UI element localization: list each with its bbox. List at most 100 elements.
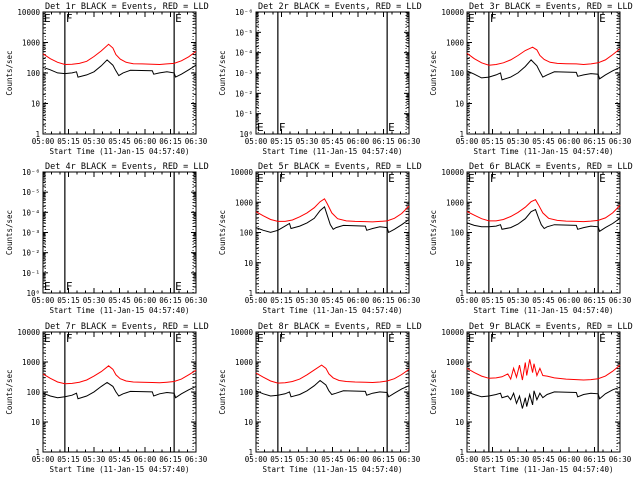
x-tick-label: 05:15 [481,137,504,146]
panel-title: Det 2r BLACK = Events, RED = LLD [258,2,422,12]
panel-title: Det 5r BLACK = Events, RED = LLD [258,162,422,172]
marker-f: F [279,332,286,345]
x-tick-label: 05:15 [57,455,80,464]
y-tick-label: 100 [239,388,253,397]
x-tick-label: 05:30 [507,137,530,146]
y-tick-label: 10 [455,100,465,109]
y-tick-label: 10⁰ [239,130,253,139]
y-tick-label: 1000 [446,358,465,367]
marker-e: E [388,332,395,345]
plot-frame [255,171,410,294]
y-axis-label: Counts/sec [218,210,227,255]
marker-e: E [599,332,606,345]
x-tick-label: 05:30 [83,137,106,146]
panel-title: Det 7r BLACK = Events, RED = LLD [45,322,209,332]
x-tick-label: 05:15 [481,455,504,464]
x-axis-label: Start Time (11-Jan-15 04:57:40) [474,306,614,315]
series-line-lld [42,365,197,385]
marker-f: F [490,172,497,185]
series-line-events [42,381,197,400]
y-tick-label: 10 [244,418,254,427]
y-tick-label: 10⁻⁵ [22,188,40,197]
x-tick-label: 06:30 [609,137,632,146]
plot-frame [466,11,621,135]
x-tick-label: 05:30 [507,455,530,464]
x-axis-label: Start Time (11-Jan-15 04:57:40) [50,465,190,474]
y-tick-label: 1 [459,448,464,457]
x-tick-label: 05:45 [108,455,131,464]
series-line-lld [255,364,410,384]
marker-e: E [44,12,51,25]
x-tick-label: 05:45 [108,137,131,146]
y-tick-label: 1000 [446,39,465,48]
marker-e: E [44,332,51,345]
y-tick-label: 1 [248,289,253,298]
x-tick-label: 05:15 [57,137,80,146]
x-tick-label: 05:15 [270,296,293,305]
y-tick-label: 10⁻¹ [235,110,253,119]
marker-e: E [599,172,606,185]
x-tick-label: 05:45 [532,137,555,146]
panel-det-5: Det 5r BLACK = Events, RED = LLD 05:00 05:… [218,162,422,315]
y-tick-label: 100 [26,69,40,78]
x-tick-label: 06:15 [583,137,606,146]
x-tick-label: 06:15 [159,455,182,464]
x-tick-label: 05:30 [296,455,319,464]
y-tick-label: 10000 [441,168,464,177]
x-tick-label: 06:15 [583,455,606,464]
x-tick-label: 05:45 [532,296,555,305]
x-tick-label: 05:00 [456,137,479,146]
marker-f: F [279,121,286,134]
plot-frame [466,331,621,453]
x-tick-label: 05:00 [245,296,268,305]
y-tick-label: 10 [244,259,254,268]
marker-e: E [175,12,182,25]
x-tick-label: 05:30 [507,296,530,305]
plot-frame [42,171,197,294]
y-tick-label: 10 [31,100,41,109]
plot-frame [42,331,197,453]
marker-e: E [388,172,395,185]
y-tick-label: 10⁻⁶ [235,8,253,17]
y-tick-label: 1 [248,448,253,457]
marker-e: E [175,332,182,345]
x-tick-label: 05:00 [245,137,268,146]
x-tick-label: 06:00 [134,455,157,464]
plot-frame [255,11,410,135]
x-tick-label: 06:30 [398,296,421,305]
y-axis-label: Counts/sec [218,50,227,95]
marker-f: F [279,172,286,185]
x-tick-label: 05:00 [456,455,479,464]
y-tick-label: 10000 [230,168,253,177]
y-tick-label: 100 [450,69,464,78]
x-tick-label: 05:30 [83,455,106,464]
marker-f: F [66,332,73,345]
x-tick-label: 05:45 [532,455,555,464]
y-axis-label: Counts/sec [5,369,14,414]
marker-e: E [175,280,182,293]
x-tick-label: 05:45 [108,296,131,305]
y-tick-label: 10⁻⁴ [22,208,40,217]
series-line-lld [255,198,410,223]
y-tick-label: 10000 [17,8,40,17]
series-line-events [466,208,621,233]
x-tick-label: 06:00 [134,137,157,146]
x-axis-label: Start Time (11-Jan-15 04:57:40) [50,147,190,156]
x-tick-label: 05:15 [57,296,80,305]
panel-title: Det 3r BLACK = Events, RED = LLD [469,2,633,12]
x-tick-label: 06:30 [398,137,421,146]
x-tick-label: 06:00 [347,455,370,464]
marker-e: E [468,332,475,345]
y-tick-label: 10⁻² [22,249,40,258]
x-tick-label: 06:30 [398,455,421,464]
x-tick-label: 06:15 [159,137,182,146]
x-axis-label: Start Time (11-Jan-15 04:57:40) [474,465,614,474]
x-tick-label: 06:15 [583,296,606,305]
x-tick-label: 06:00 [134,296,157,305]
series-line-lld [466,359,621,381]
y-tick-label: 10000 [230,328,253,337]
x-tick-label: 05:15 [270,455,293,464]
